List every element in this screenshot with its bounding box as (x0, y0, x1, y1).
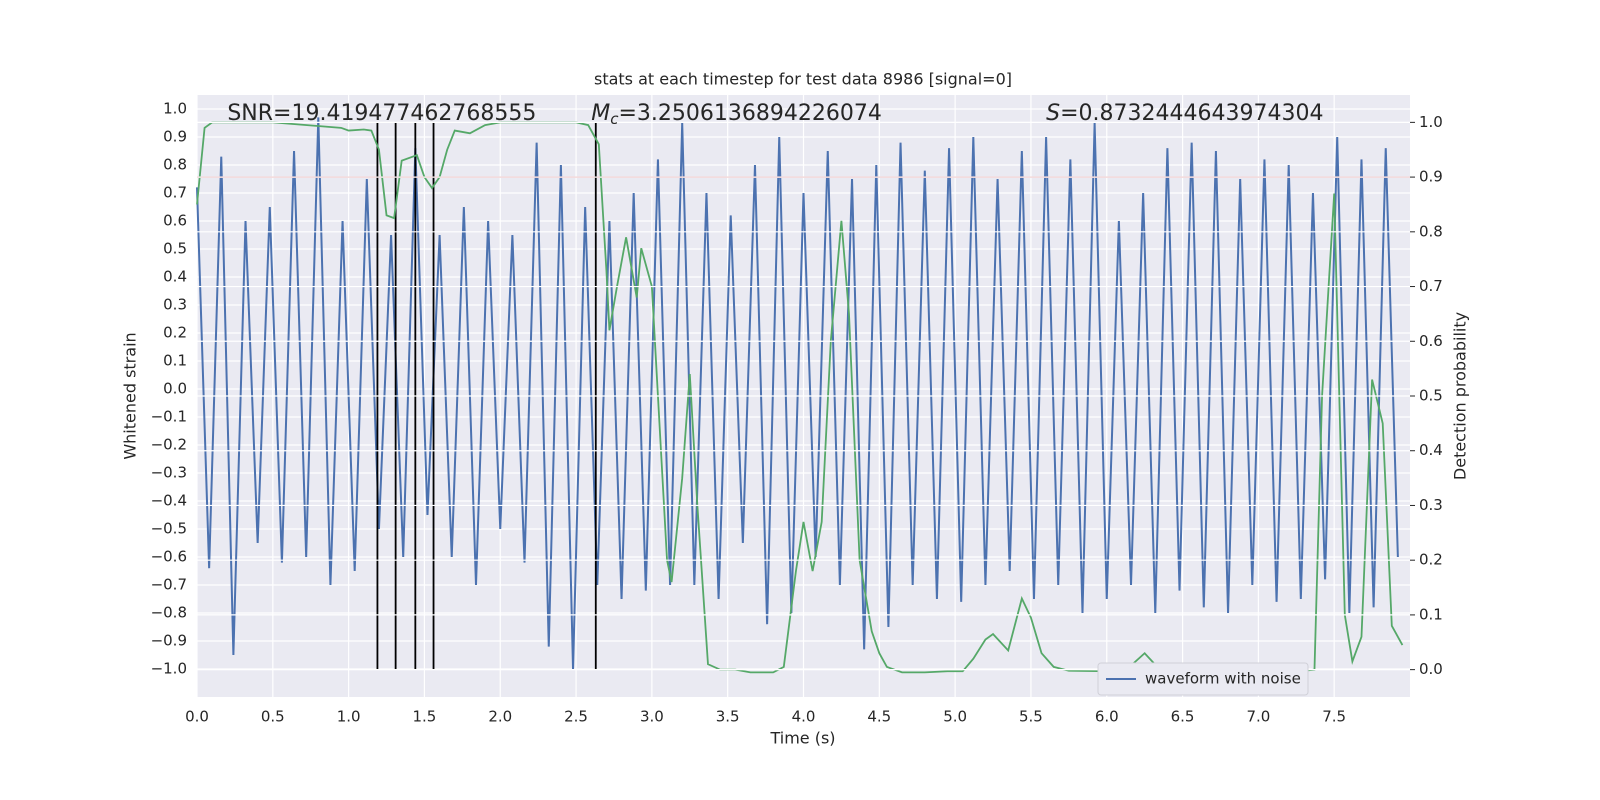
y-tick-label: 0.1 (163, 352, 187, 370)
x-tick-label: 5.0 (943, 708, 967, 726)
annotation-subscript: c (610, 110, 619, 128)
y-tick-label: −0.3 (151, 464, 187, 482)
x-tick-label: 0.0 (185, 708, 209, 726)
x-tick-label: 6.0 (1095, 708, 1119, 726)
y-tick-label: −0.5 (151, 520, 187, 538)
x-tick-label: 4.0 (792, 708, 816, 726)
legend-label: waveform with noise (1145, 670, 1301, 688)
x-tick-label: 5.5 (1019, 708, 1043, 726)
y2-tick-label: 1.0 (1419, 113, 1443, 131)
x-tick-label: 7.0 (1246, 708, 1270, 726)
y2-tick-label: 0.5 (1419, 387, 1443, 405)
annotation: Mc=3.2506136894226074 (591, 101, 882, 128)
y2-axis-label: Detection probability (1451, 312, 1470, 480)
x-tick-label: 4.5 (867, 708, 891, 726)
y2-tick-label: 0.4 (1419, 441, 1443, 459)
over-layer (197, 121, 1410, 671)
x-tick-label: 1.5 (413, 708, 437, 726)
x-tick-label: 2.0 (488, 708, 512, 726)
y-tick-label: 0.2 (163, 324, 187, 342)
y-tick-label: 0.0 (163, 380, 187, 398)
y2-tick-label: 0.7 (1419, 277, 1443, 295)
x-tick-label: 2.5 (564, 708, 588, 726)
y-tick-label: −0.1 (151, 408, 187, 426)
x-tick-label: 3.0 (640, 708, 664, 726)
x-tick-label: 6.5 (1171, 708, 1195, 726)
y-tick-label: 0.4 (163, 268, 187, 286)
y-tick-label: −0.2 (151, 436, 187, 454)
y2-tick-label: 0.8 (1419, 222, 1443, 240)
y-tick-label: 0.9 (163, 128, 187, 146)
legend-box (1097, 662, 1309, 696)
chart-title: stats at each timestep for test data 898… (594, 70, 1012, 89)
x-tick-label: 0.5 (261, 708, 285, 726)
y-tick-label: −0.7 (151, 576, 187, 594)
y-tick-label: −0.4 (151, 492, 187, 510)
y-tick-label: 1.0 (163, 100, 187, 118)
y2-tick-label: 0.0 (1419, 660, 1443, 678)
y2-tick-label: 0.9 (1419, 168, 1443, 186)
y-tick-label: −0.9 (151, 632, 187, 650)
y2-tick-label: 0.1 (1419, 605, 1443, 623)
x-tick-label: 7.5 (1322, 708, 1346, 726)
y-axis-label: Whitened strain (121, 332, 140, 459)
x-tick-label: 1.0 (337, 708, 361, 726)
y2-tick-label: 0.6 (1419, 332, 1443, 350)
annotation-text: =3.2506136894226074 (618, 101, 881, 126)
annotation-symbol: M (591, 101, 610, 126)
x-tick-label: 3.5 (716, 708, 740, 726)
annotation-text: SNR=19.419477462768555 (227, 101, 536, 126)
y-tick-label: −1.0 (151, 660, 187, 678)
y-tick-label: 0.5 (163, 240, 187, 258)
y-tick-label: 0.6 (163, 212, 187, 230)
y-tick-label: −0.8 (151, 604, 187, 622)
y2-tick-label: 0.3 (1419, 496, 1443, 514)
annotation-symbol: S (1046, 101, 1060, 126)
y2-tick-label: 0.2 (1419, 551, 1443, 569)
x-axis-label: Time (s) (769, 729, 835, 748)
y-tick-label: 0.8 (163, 156, 187, 174)
y-tick-label: 0.7 (163, 184, 187, 202)
annotation-text: =0.8732444643974304 (1060, 101, 1323, 126)
y-tick-label: −0.6 (151, 548, 187, 566)
annotation: SNR=19.419477462768555 (227, 101, 536, 126)
annotation: S=0.8732444643974304 (1046, 101, 1323, 126)
y-tick-label: 0.3 (163, 296, 187, 314)
